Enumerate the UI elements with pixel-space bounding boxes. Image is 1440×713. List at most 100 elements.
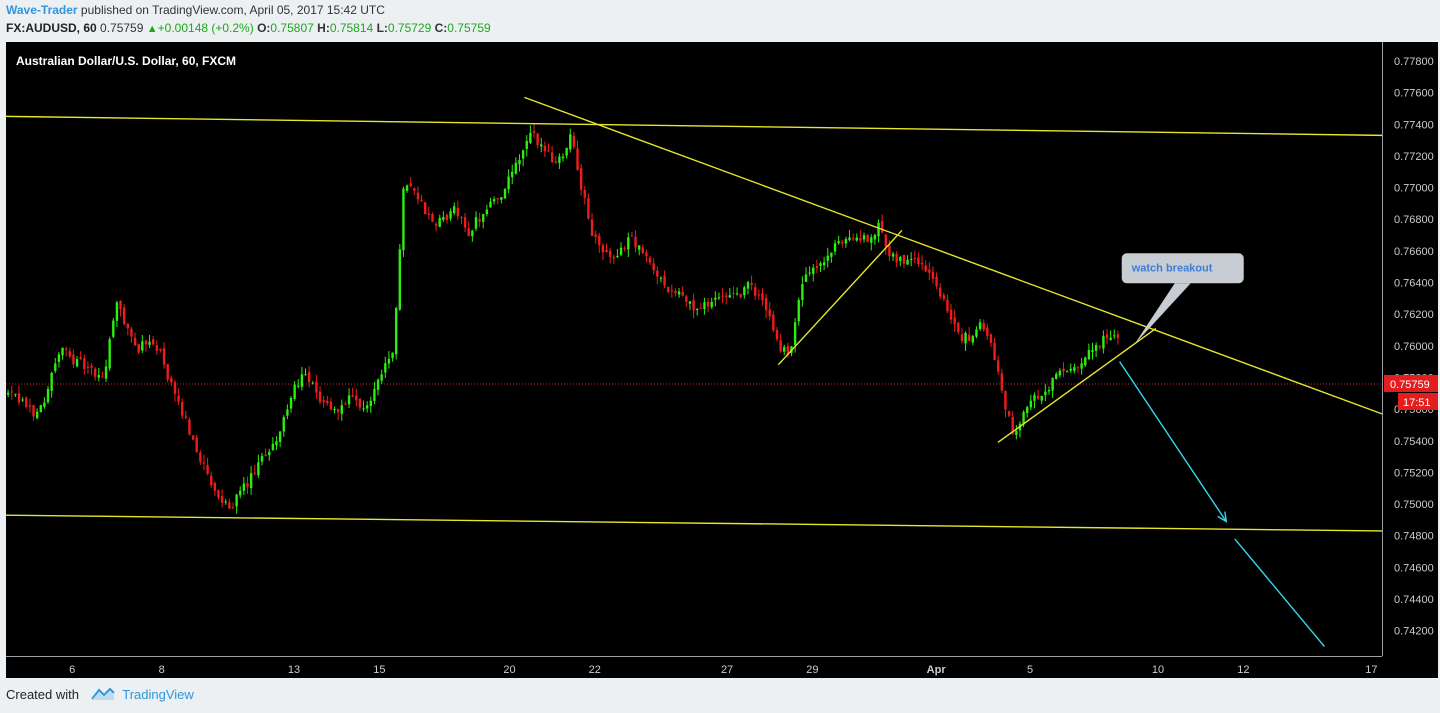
candle (587, 198, 590, 219)
candle (409, 183, 412, 187)
candle (801, 284, 804, 300)
callout-text: watch breakout (1131, 262, 1213, 274)
y-tick-label: 0.75200 (1394, 467, 1434, 479)
y-tick-label: 0.74800 (1394, 531, 1434, 543)
tradingview-logo-icon[interactable] (90, 687, 115, 704)
publish-info: Wave-Trader published on TradingView.com… (6, 3, 385, 17)
callout-pointer (1134, 283, 1191, 345)
candle (576, 148, 579, 170)
candle (152, 339, 155, 345)
candle (634, 236, 637, 248)
projection-arrow[interactable] (1119, 361, 1227, 522)
candle (1051, 377, 1054, 391)
candle (1098, 346, 1101, 348)
price-axis[interactable] (1382, 42, 1438, 678)
candle (474, 217, 478, 229)
trend-line[interactable] (6, 514, 1383, 532)
candle (866, 235, 869, 243)
candle (518, 160, 521, 165)
y-tick-label: 0.76000 (1394, 341, 1434, 353)
candle (728, 295, 732, 298)
candle (938, 287, 942, 297)
candle (86, 367, 90, 369)
x-tick-label: 5 (1027, 664, 1033, 676)
candle (859, 238, 862, 241)
candle (173, 382, 177, 394)
candle (442, 217, 445, 220)
candle (946, 299, 949, 312)
candle (601, 245, 605, 253)
candle (735, 293, 739, 295)
candle (39, 405, 42, 413)
candle (141, 341, 144, 351)
price-chart[interactable]: Australian Dollar/U.S. Dollar, 60, FXCM … (6, 42, 1438, 678)
candle (304, 374, 307, 376)
candle (511, 171, 514, 178)
trend-line[interactable] (997, 327, 1157, 443)
projection-arrow[interactable] (1234, 538, 1325, 647)
candle (130, 328, 133, 337)
tradingview-link[interactable]: TradingView (122, 687, 194, 702)
candle (365, 405, 369, 409)
candle (598, 235, 601, 246)
candle (1076, 366, 1080, 368)
x-tick-label: 6 (69, 664, 75, 676)
candle (456, 207, 460, 217)
candle (271, 443, 275, 450)
x-tick-label: Apr (927, 664, 947, 676)
close-label: C: (434, 21, 448, 35)
candle (986, 327, 989, 337)
trend-line[interactable] (777, 229, 903, 366)
candle (837, 241, 840, 244)
y-tick-label: 0.77000 (1394, 183, 1434, 195)
candle (166, 364, 169, 380)
candle (906, 259, 909, 265)
candle (619, 247, 623, 256)
candle (703, 302, 706, 309)
candle (612, 256, 615, 259)
candle (1116, 334, 1120, 339)
candle (420, 199, 423, 202)
candle (822, 262, 826, 266)
candle (64, 348, 68, 350)
candle (242, 483, 246, 491)
candle (202, 462, 206, 464)
candle (540, 144, 543, 147)
candle (453, 206, 456, 214)
y-tick-label: 0.76600 (1394, 246, 1434, 258)
candle (213, 482, 217, 491)
candle (224, 501, 227, 503)
candle (119, 300, 122, 309)
candle (162, 348, 166, 365)
candle (641, 247, 644, 254)
candle (384, 363, 387, 373)
candle (862, 235, 866, 240)
candle (808, 272, 811, 274)
candle (220, 496, 224, 503)
candle (949, 309, 953, 320)
y-tick-label: 0.77600 (1394, 88, 1434, 100)
callout-bubble[interactable] (1121, 253, 1244, 284)
candle (666, 286, 670, 292)
y-tick-label: 0.77400 (1394, 119, 1434, 131)
candle (260, 455, 264, 462)
trend-line[interactable] (6, 115, 1383, 137)
candle (14, 393, 17, 395)
candle (844, 239, 848, 244)
candle (231, 507, 235, 509)
candle (340, 405, 343, 414)
y-tick-label: 0.74600 (1394, 562, 1434, 574)
candle (507, 176, 510, 190)
candle (329, 401, 333, 410)
candle (920, 262, 924, 265)
candle (333, 408, 336, 410)
candle (982, 323, 985, 330)
candle (699, 307, 703, 309)
trend-line[interactable] (524, 96, 1383, 415)
candle (975, 329, 978, 337)
author-link[interactable]: Wave-Trader (6, 3, 78, 17)
symbol-label: FX:AUDUSD, 60 (6, 21, 97, 35)
candle (264, 454, 267, 457)
candle (1033, 395, 1036, 401)
candle (318, 391, 322, 402)
